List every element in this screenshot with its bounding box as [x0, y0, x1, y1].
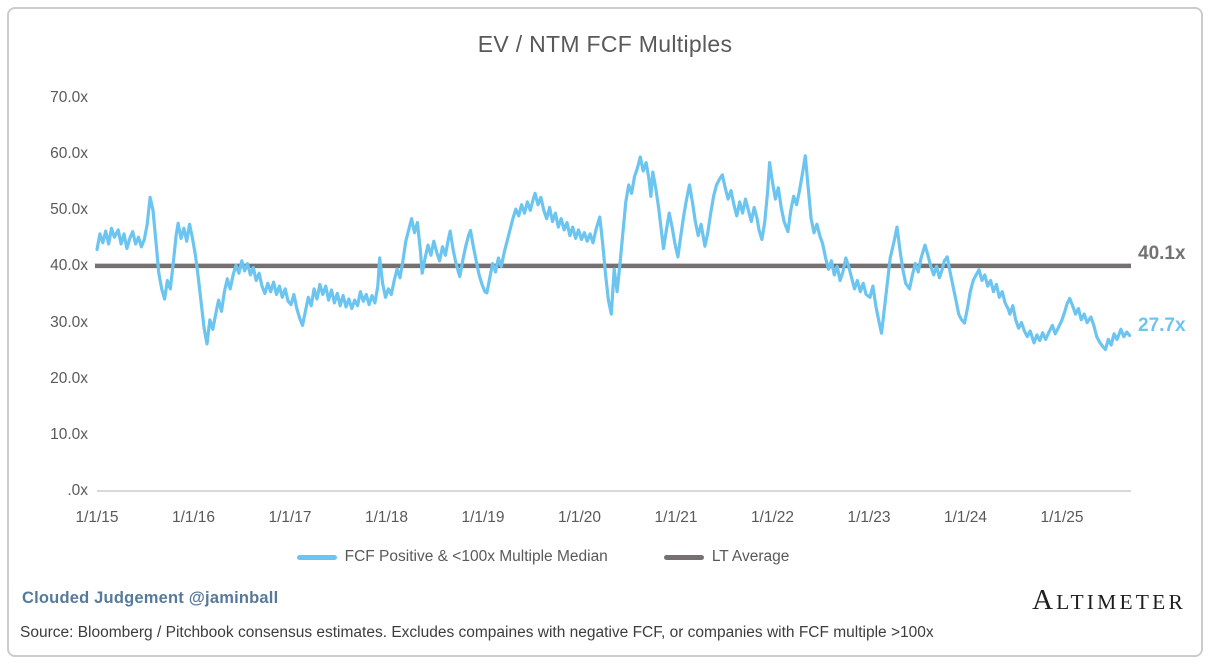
lt-average-value-label: 40.1x	[1138, 242, 1186, 264]
y-tick-label: .0x	[67, 482, 88, 499]
chart-title: EV / NTM FCF Multiples	[477, 31, 733, 57]
x-tick-label: 1/1/25	[1040, 509, 1084, 526]
clouded-judgement-byline: Clouded Judgement @jaminball	[22, 589, 279, 607]
altimeter-logo-initial: A	[1032, 584, 1057, 616]
x-axis-tick-labels: 1/1/15 1/1/16 1/1/17 1/1/18 1/1/19 1/1/20 1/1/…	[0, 509, 1210, 533]
legend-label-median: FCF Positive & <100x Multiple Median	[344, 548, 608, 565]
source-note: Source: Bloomberg / Pitchbook consensus …	[20, 624, 934, 641]
x-tick-label: 1/1/24	[943, 509, 988, 526]
x-tick-label: 1/1/22	[750, 509, 795, 526]
lt-average-swatch	[663, 554, 704, 560]
x-tick-label: 1/1/17	[268, 509, 312, 526]
y-tick-label: 30.0x	[50, 313, 88, 331]
altimeter-logo: ALTIMETER	[1032, 584, 1186, 617]
x-tick-label: 1/1/19	[461, 509, 505, 526]
y-tick-label: 10.0x	[50, 425, 88, 443]
y-tick-label: 40.0x	[50, 257, 88, 275]
y-axis-tick-labels: 70.0x 60.0x 50.0x 40.0x 30.0x 20.0x 10.0x .0x	[0, 0, 88, 664]
y-tick-label: 60.0x	[50, 145, 88, 163]
median-line-swatch	[296, 554, 337, 560]
legend: FCF Positive & <100x Multiple Median LT …	[0, 548, 1148, 566]
x-tick-label: 1/1/21	[654, 509, 698, 526]
x-tick-label: 1/1/16	[171, 509, 216, 526]
fcf-median-line	[95, 154, 1132, 352]
y-tick-label: 70.0x	[50, 89, 88, 106]
current-value-label: 27.7x	[1138, 315, 1186, 337]
x-tick-label: 1/1/18	[364, 509, 409, 526]
x-tick-label: 1/1/23	[847, 509, 891, 526]
x-tick-label: 1/1/15	[75, 509, 119, 526]
legend-label-lt-average: LT Average	[711, 548, 790, 565]
legend-item-median: FCF Positive & <100x Multiple Median	[296, 548, 608, 566]
y-tick-label: 20.0x	[50, 369, 88, 387]
altimeter-logo-rest: LTIMETER	[1056, 590, 1186, 614]
legend-item-lt-average: LT Average	[663, 548, 790, 566]
x-tick-label: 1/1/20	[557, 509, 602, 526]
y-tick-label: 50.0x	[50, 201, 88, 219]
